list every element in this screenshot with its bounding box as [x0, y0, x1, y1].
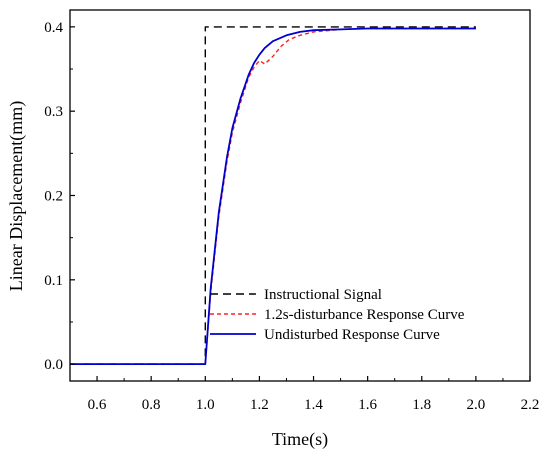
plot-frame	[69, 9, 531, 382]
x-tick-label: 1.8	[412, 397, 431, 413]
plot-border	[69, 9, 531, 382]
y-tick-label: 0.2	[44, 189, 63, 205]
y-tick-label: 0.0	[44, 357, 63, 373]
x-tick-label: 1.4	[304, 397, 323, 413]
x-tick-label: 0.8	[142, 397, 161, 413]
x-axis-label: Time(s)	[272, 429, 328, 450]
x-axis-ticks: 0.6 0.8 1.0 1.2 1.4 1.6 1.8 2.0 2.2	[88, 376, 540, 413]
y-tick-label: 0.1	[44, 273, 63, 289]
x-tick-label: 2.2	[521, 397, 540, 413]
series-layer	[70, 26, 476, 366]
series-line-undisturbed-response-curve	[70, 27, 476, 366]
legend-label: Undisturbed Response Curve	[264, 327, 440, 343]
x-tick-label: 1.0	[196, 397, 215, 413]
legend-label: 1.2s-disturbance Response Curve	[264, 307, 465, 323]
y-tick-label: 0.4	[44, 20, 63, 36]
x-tick-label: 0.6	[88, 397, 107, 413]
legend: Instructional Signal 1.2s-disturbance Res…	[210, 287, 465, 343]
y-axis-ticks: 0.0 0.1 0.2 0.3 0.4	[44, 20, 75, 373]
y-tick-label: 0.3	[44, 104, 63, 120]
x-tick-label: 1.6	[358, 397, 377, 413]
y-axis-label: Linear Displacement(mm)	[6, 101, 27, 291]
x-tick-label: 2.0	[467, 397, 486, 413]
legend-label: Instructional Signal	[264, 287, 382, 303]
x-tick-label: 1.2	[250, 397, 269, 413]
